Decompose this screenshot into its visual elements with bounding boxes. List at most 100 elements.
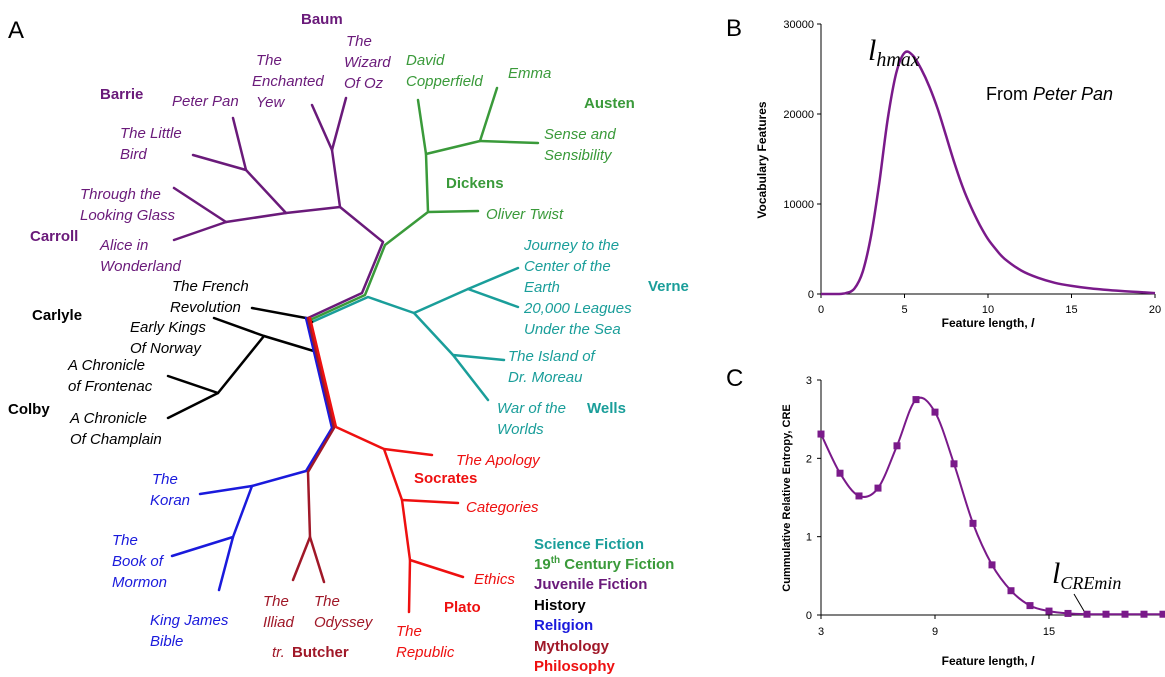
author-colby: Colby: [8, 401, 50, 418]
chart-c-xlabel-prefix: Feature length,: [942, 654, 1031, 668]
chart-c-marker-5: [912, 396, 920, 404]
chart-c-annotation-main: l: [1052, 557, 1060, 590]
title-war-2: Worlds: [497, 421, 544, 438]
legend-history: History: [534, 597, 586, 614]
chart-c-marker-0: [817, 430, 825, 438]
chart-c-annotation-sub: CREmin: [1060, 573, 1121, 593]
title-frontenac-1: A Chronicle: [67, 357, 145, 374]
chart-c-xtick-label-0: 3: [818, 626, 824, 638]
legend-philosophy: Philosophy: [534, 658, 615, 675]
chart-b-xtick-label-1: 5: [901, 304, 907, 316]
title-mormon-2: Book of: [112, 553, 165, 570]
author-austen: Austen: [584, 95, 635, 112]
title-alice-2: Wonderland: [100, 258, 182, 275]
chart-b-annotation-lhmax: lhmax: [868, 34, 920, 71]
title-kjv-1: King James: [150, 612, 229, 629]
legend-science-fiction: Science Fiction: [534, 536, 644, 553]
branches-scifi: [310, 266, 520, 402]
title-odyssey-1: The: [314, 593, 340, 610]
chart-b-annotation-sub: hmax: [876, 49, 919, 71]
title-oliver: Oliver Twist: [486, 206, 564, 223]
title-koran-1: The: [152, 471, 178, 488]
title-peter-pan: Peter Pan: [172, 93, 239, 110]
chart-c-xtick-label-1: 9: [932, 626, 938, 638]
title-koran-2: Koran: [150, 492, 190, 509]
author-dickens: Dickens: [446, 175, 504, 192]
chart-b-xlabel-var: l: [1031, 316, 1035, 330]
labels-mythology: The Illiad The Odyssey tr. Butcher: [263, 593, 374, 661]
chart-b-xlabel: Feature length, l: [942, 316, 1035, 330]
author-butcher: Butcher: [292, 644, 349, 661]
branches-century: [308, 86, 540, 322]
chart-c-marker-3: [874, 484, 882, 492]
branches-mythology: [291, 316, 336, 584]
title-mormon-3: Mormon: [112, 574, 167, 591]
title-sense-2: Sensibility: [544, 147, 613, 164]
chart-b-xtick-label-4: 20: [1149, 304, 1161, 316]
title-odyssey-2: Odyssey: [314, 614, 374, 631]
legend-mythology: Mythology: [534, 638, 610, 655]
title-leagues-2: Under the Sea: [524, 321, 621, 338]
chart-b-xtick-label-2: 10: [982, 304, 994, 316]
title-journey-2: Center of the: [524, 258, 611, 275]
translator-prefix: tr.: [272, 644, 285, 661]
title-french-1: The French: [172, 278, 249, 295]
chart-c-marker-8: [969, 519, 977, 527]
chart-c-marker-18: [1159, 610, 1165, 618]
legend-juvenile-fiction: Juvenile Fiction: [534, 576, 647, 593]
chart-c-tick-labels: 3 9 15 0 1 2 3: [806, 375, 1055, 638]
title-enchanted-1: The: [256, 52, 282, 69]
title-illiad-2: Illiad: [263, 614, 295, 631]
title-looking-glass-1: Through the: [80, 186, 161, 203]
chart-c-xlabel-var: l: [1031, 654, 1035, 668]
chart-c-ylabel: Cummulative Relative Entropy, CRE: [781, 404, 793, 591]
title-copperfield-2: Copperfield: [406, 73, 483, 90]
panel-label-b: B: [726, 15, 742, 42]
title-enchanted-3: Yew: [256, 94, 286, 111]
title-journey-3: Earth: [524, 279, 560, 296]
labels-juvenile: Baum Barrie Carroll The Enchanted Yew Th…: [30, 11, 391, 275]
chart-b-note-prefix: From: [986, 84, 1033, 104]
chart-c-ticks: [817, 379, 1050, 619]
chart-b-series-line: [820, 50, 1156, 296]
chart-c-annotation-lcremin: lCREmin: [1052, 557, 1121, 593]
chart-c-marker-4: [893, 442, 901, 450]
author-barrie: Barrie: [100, 86, 143, 103]
chart-c-marker-1: [836, 469, 844, 477]
labels-century: Austen Dickens David Copperfield Emma Se…: [406, 52, 635, 223]
author-carlyle: Carlyle: [32, 307, 82, 324]
author-verne: Verne: [648, 278, 689, 295]
chart-b-note-title: Peter Pan: [1033, 84, 1113, 104]
chart-c-marker-9: [988, 561, 996, 569]
title-moreau-1: The Island of: [508, 348, 597, 365]
legend-century-suffix: Century Fiction: [560, 556, 674, 573]
title-enchanted-2: Enchanted: [252, 73, 324, 90]
title-copperfield-1: David: [406, 52, 445, 69]
chart-c-ytick-label-2: 2: [806, 453, 812, 465]
title-champlain-2: Of Champlain: [70, 431, 162, 448]
title-kjv-2: Bible: [150, 633, 183, 650]
title-republic-1: The: [396, 623, 422, 640]
title-wizard-3: Of Oz: [344, 75, 384, 92]
title-apology: The Apology: [456, 452, 541, 469]
title-leagues-1: 20,000 Leagues: [523, 300, 632, 317]
labels-scifi: Verne Wells Journey to the Center of the…: [497, 237, 689, 438]
chart-b-xtick-label-3: 15: [1065, 304, 1077, 316]
chart-b-note: From Peter Pan: [986, 84, 1113, 104]
labels-history: Carlyle Colby The French Revolution Earl…: [8, 278, 249, 448]
labels-philosophy: Socrates Plato The Apology Categories Et…: [396, 452, 541, 661]
chart-c-marker-7: [950, 460, 958, 468]
branches-juvenile: [172, 96, 385, 320]
title-categories: Categories: [466, 499, 539, 516]
title-little-bird-2: Bird: [120, 146, 147, 163]
author-wells: Wells: [587, 400, 626, 417]
chart-c-marker-17: [1140, 610, 1148, 618]
chart-b-ytick-label-1: 10000: [783, 199, 814, 211]
title-journey-1: Journey to the: [523, 237, 619, 254]
chart-c-marker-2: [855, 492, 863, 500]
author-plato: Plato: [444, 599, 481, 616]
chart-c-marker-15: [1102, 610, 1110, 618]
title-republic-2: Republic: [396, 644, 455, 661]
author-carroll: Carroll: [30, 228, 78, 245]
